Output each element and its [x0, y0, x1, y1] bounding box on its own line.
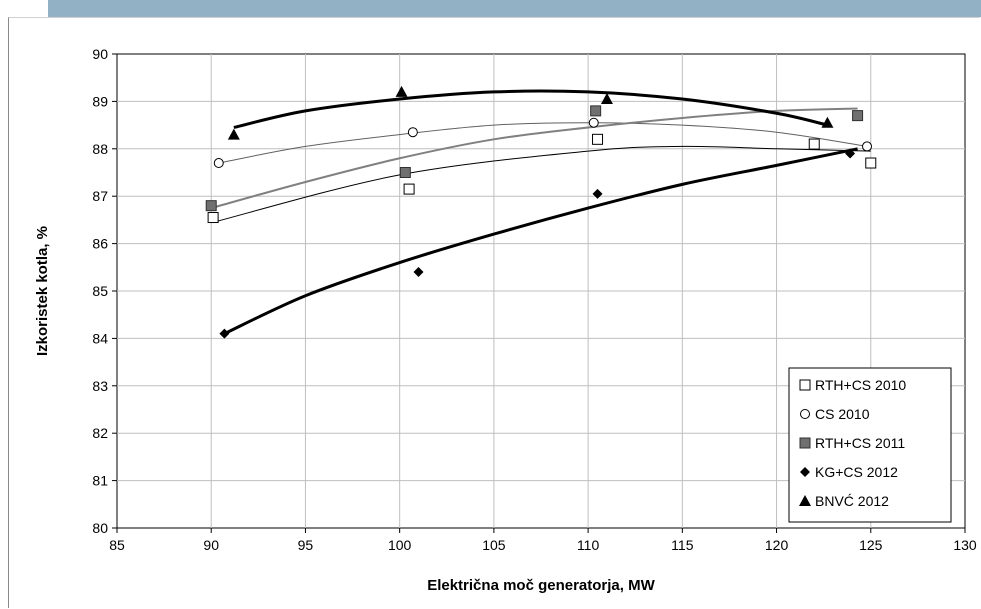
y-tick-labels: 80 81 82 83 84 85 86 87 88 89 90 — [92, 46, 117, 536]
y-tick-label-87: 87 — [92, 188, 108, 204]
legend-label-4: KG+CS 2012 — [815, 464, 898, 480]
y-tick-label-89: 89 — [92, 93, 108, 109]
data-point-series-2-1 — [214, 159, 223, 168]
x-tick-label-130: 130 — [953, 537, 977, 553]
y-tick-label-80: 80 — [92, 520, 108, 536]
y-axis-title: Izkoristek kotla, % — [34, 226, 51, 356]
legend-marker-3 — [800, 438, 810, 448]
top-header-band — [48, 0, 981, 17]
legend-marker-1 — [800, 380, 810, 390]
x-tick-label-85: 85 — [109, 537, 125, 553]
x-axis-title: Električna moč generatorja, MW — [427, 577, 655, 594]
legend-label-5: BNVĆ 2012 — [815, 493, 889, 509]
data-point-series-2-2 — [408, 128, 417, 137]
legend-label-3: RTH+CS 2011 — [815, 435, 905, 451]
y-tick-label-81: 81 — [92, 473, 108, 489]
y-tick-label-83: 83 — [92, 378, 108, 394]
chart-frame: 85 90 95 100 105 110 115 120 125 130 80 81 82 83 84 85… — [8, 17, 980, 608]
data-point-series-3-1 — [206, 201, 216, 211]
y-tick-label-84: 84 — [92, 330, 108, 346]
legend-marker-2 — [801, 410, 810, 419]
data-point-series-1-4 — [809, 139, 819, 149]
x-tick-label-110: 110 — [577, 537, 600, 553]
data-point-series-3-3 — [591, 106, 601, 116]
legend-label-2: CS 2010 — [815, 406, 870, 422]
data-point-series-1-3 — [593, 134, 603, 144]
legend: RTH+CS 2010 CS 2010 RTH+CS 2011 KG+CS 2012 B… — [789, 368, 951, 522]
legend-label-1: RTH+CS 2010 — [815, 377, 906, 393]
x-tick-labels: 85 90 95 100 105 110 115 120 125 130 — [109, 528, 977, 553]
y-tick-label-82: 82 — [92, 425, 108, 441]
data-point-series-3-4 — [853, 111, 863, 121]
data-point-series-2-3 — [589, 118, 598, 127]
x-tick-label-120: 120 — [765, 537, 789, 553]
data-point-series-1-1 — [208, 213, 218, 223]
data-point-series-1-5 — [866, 158, 876, 168]
y-tick-label-86: 86 — [92, 236, 108, 252]
y-tick-label-90: 90 — [92, 46, 108, 62]
y-tick-label-88: 88 — [92, 141, 108, 157]
x-tick-label-115: 115 — [671, 537, 694, 553]
x-tick-label-90: 90 — [203, 537, 219, 553]
x-tick-label-100: 100 — [388, 537, 412, 553]
x-tick-label-95: 95 — [298, 537, 314, 553]
data-point-series-1-2 — [404, 184, 414, 194]
data-point-series-2-4 — [863, 142, 872, 151]
chart-svg: 85 90 95 100 105 110 115 120 125 130 80 81 82 83 84 85… — [9, 18, 981, 609]
x-tick-label-105: 105 — [482, 537, 506, 553]
x-tick-label-125: 125 — [859, 537, 883, 553]
data-point-series-3-2 — [400, 168, 410, 178]
y-tick-label-85: 85 — [92, 283, 108, 299]
